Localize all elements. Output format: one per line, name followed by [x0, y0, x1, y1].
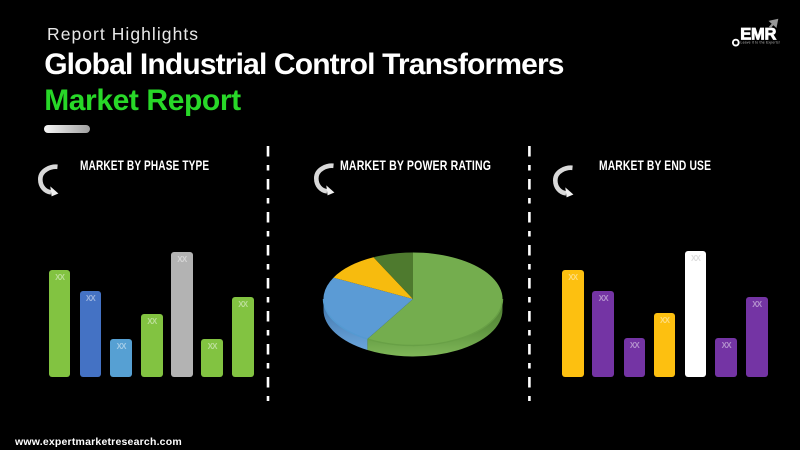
svg-text:EMR: EMR	[740, 25, 776, 43]
svg-text:Leave it to the Experts!: Leave it to the Experts!	[741, 41, 780, 45]
